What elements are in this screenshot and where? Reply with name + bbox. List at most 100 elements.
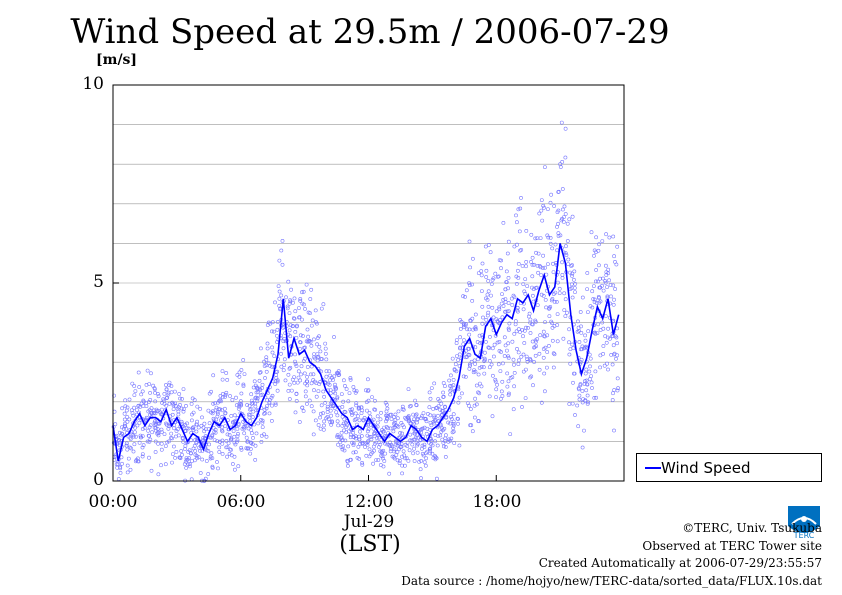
data-point [555,224,559,229]
data-point [253,396,258,401]
data-point [389,417,394,421]
data-point [336,369,341,374]
data-point [277,296,282,301]
data-point [245,439,250,444]
data-point [300,334,305,338]
data-point [449,384,454,389]
y-axis-unit: [m/s] [96,52,138,68]
data-point [203,427,208,432]
data-point [156,472,161,477]
data-point [323,400,328,405]
data-point [257,370,262,375]
data-point [583,398,588,403]
data-point [604,263,608,268]
data-point [288,298,293,303]
data-point [521,334,525,339]
data-point [516,362,521,367]
y-tick-label-10: 10 [82,74,104,94]
data-point [164,403,169,408]
data-point [552,352,557,357]
data-point [569,264,574,268]
data-point [546,235,551,240]
data-point [164,422,169,427]
data-point [185,421,189,426]
data-point [431,406,436,411]
data-point [473,362,478,366]
data-point [561,336,566,341]
data-point [139,401,144,406]
data-point [123,421,127,426]
data-point [315,342,319,347]
data-point [486,289,491,294]
data-point [247,403,252,408]
data-point [556,280,560,285]
data-point [141,443,146,448]
data-point [123,404,128,409]
data-point [543,320,547,325]
data-point [303,381,308,386]
data-point [271,329,276,334]
data-point [615,388,620,393]
data-point [191,427,196,432]
data-point [367,447,372,452]
data-point [177,455,182,460]
data-point [178,396,183,401]
data-point [130,381,135,386]
data-point [260,392,265,397]
data-point [419,414,424,419]
data-point [173,455,178,460]
data-point [309,404,314,409]
data-point [174,449,179,454]
data-point [165,395,170,400]
data-point [210,465,215,470]
data-point [273,402,278,407]
data-point [232,467,237,472]
data-point [179,419,184,424]
data-point [596,248,601,253]
data-point [505,371,510,376]
data-point [346,444,351,449]
data-point [308,297,313,301]
data-point [226,441,231,446]
data-point [405,440,410,445]
data-point [444,415,449,420]
data-point [480,261,485,266]
data-point [122,411,127,416]
data-point [311,409,316,414]
data-point [264,406,269,411]
data-point [458,326,463,331]
data-point [288,334,293,339]
data-point [327,369,332,374]
data-point [353,417,358,422]
data-point [533,319,538,324]
data-point [164,387,169,392]
data-point [296,375,301,380]
data-point [193,452,198,457]
data-point [316,423,321,427]
data-point [561,207,565,212]
data-point [368,422,373,427]
data-point [245,403,250,407]
data-point [431,421,436,426]
data-point [186,426,191,431]
data-point [441,381,446,385]
data-point [208,456,213,461]
data-point [606,267,611,272]
data-point [208,454,213,459]
data-point [451,383,456,388]
data-point [133,434,138,439]
data-point [548,304,553,309]
data-point [597,242,602,247]
data-point [477,365,482,370]
data-point [414,435,419,440]
logo-text: TERC [793,531,815,540]
data-point [556,190,561,194]
data-point [374,458,378,463]
data-point [287,301,292,306]
data-point [556,234,561,238]
data-point [376,435,381,440]
data-point [456,358,461,362]
data-point [293,362,298,366]
data-point [578,382,583,387]
credit-copyright: ©TERC, Univ. Tsukuba [682,521,822,535]
